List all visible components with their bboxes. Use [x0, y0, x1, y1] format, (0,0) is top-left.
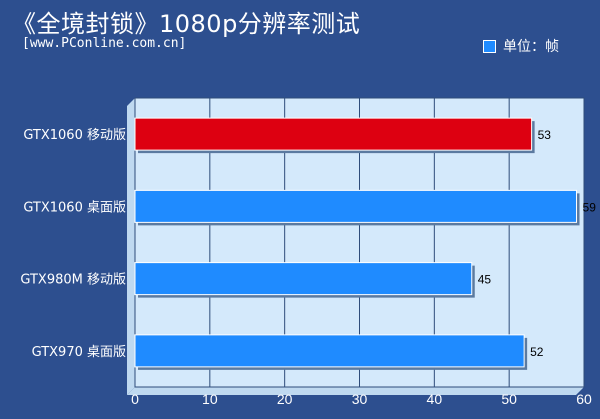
data-label-3: 52	[530, 345, 544, 359]
plot-border	[134, 97, 585, 388]
data-label-1: 59	[583, 200, 597, 214]
bar-0	[134, 117, 533, 151]
x-tick-label-4: 40	[427, 391, 443, 407]
bar-3	[134, 334, 525, 368]
category-label-1: GTX1060 桌面版	[23, 200, 126, 215]
legend-swatch	[483, 39, 496, 53]
data-label-0: 53	[538, 128, 552, 142]
bar-1	[134, 189, 578, 223]
plot-depth-left	[127, 98, 135, 395]
chart-title: 《全境封锁》1080p分辨率测试	[12, 10, 361, 38]
x-tick-label-0: 0	[131, 391, 139, 407]
category-label-2: GTX980M 移动版	[20, 273, 126, 288]
category-label-3: GTX970 桌面版	[32, 345, 126, 360]
x-tick-label-6: 60	[576, 391, 592, 407]
x-tick-label-5: 50	[501, 391, 517, 407]
category-label-0: GTX1060 移动版	[23, 128, 126, 143]
x-tick-label-2: 20	[277, 391, 293, 407]
chart-subtitle: [www.PConline.com.cn]	[22, 36, 187, 51]
data-label-2: 45	[478, 273, 492, 287]
bar-2	[134, 262, 473, 296]
x-tick-label-1: 10	[202, 391, 218, 407]
legend: 单位：帧	[483, 36, 559, 56]
legend-label: 单位：帧	[503, 39, 559, 55]
plot-depth-bottom	[127, 387, 584, 395]
x-tick-label-3: 30	[352, 391, 368, 407]
